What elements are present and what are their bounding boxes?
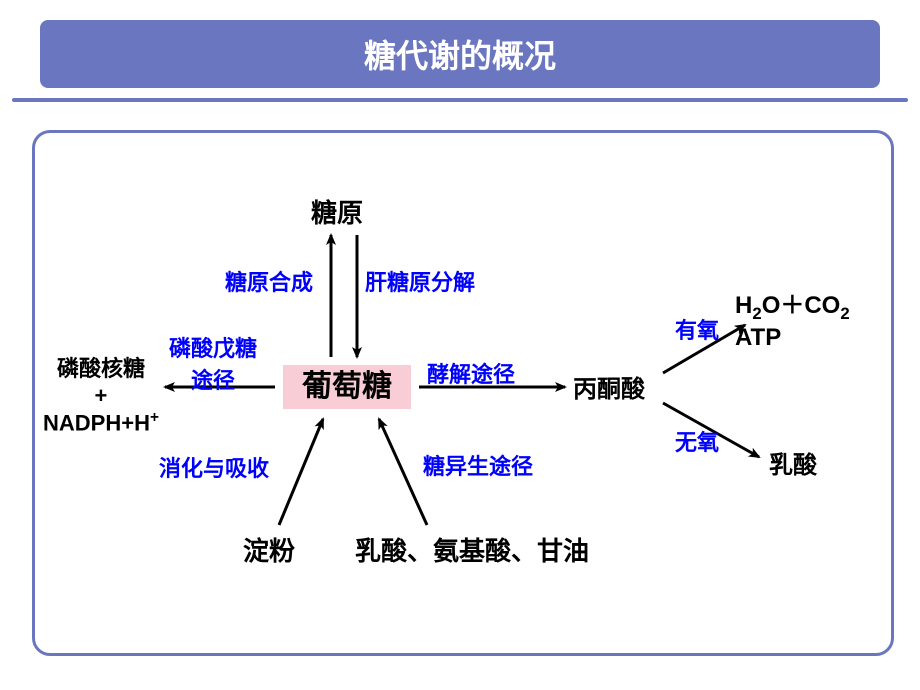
- pathway-ppp: 磷酸戊糖途径: [169, 331, 257, 395]
- node-glycogen: 糖原: [311, 193, 363, 230]
- pathway-glycolysis: 酵解途径: [427, 357, 515, 389]
- title-underline: [12, 98, 908, 102]
- title-bar: 糖代谢的概况: [40, 20, 880, 88]
- node-products: H2O＋CO2ATP: [735, 285, 850, 352]
- pathway-gluconeo: 糖异生途径: [423, 449, 533, 481]
- arrow-gluco_up: [379, 419, 427, 525]
- arrow-starch_up: [279, 419, 323, 525]
- pathway-aerobic: 有氧: [675, 313, 719, 345]
- pathway-anaerobic: 无氧: [675, 425, 719, 457]
- diagram-box: 葡萄糖 糖原磷酸核糖+NADPH+H+ 丙酮酸 H2O＋CO2ATP 乳酸淀粉 乳酸、氨…: [32, 130, 894, 656]
- node-ribose: 磷酸核糖+NADPH+H+: [43, 351, 159, 436]
- arrows-layer: [35, 133, 891, 653]
- pathway-glycogen_synth: 糖原合成: [225, 265, 313, 297]
- slide-title: 糖代谢的概况: [364, 31, 556, 77]
- pathway-digestion: 消化与吸收: [159, 451, 269, 483]
- slide: 糖代谢的概况 葡萄糖 糖原磷酸核糖+NADPH+H+ 丙酮酸 H2O＋CO2ATP 乳…: [0, 0, 920, 690]
- node-glucose: 葡萄糖: [283, 365, 411, 409]
- node-starch: 淀粉: [243, 531, 295, 568]
- node-substrates: 乳酸、氨基酸、甘油: [355, 531, 589, 568]
- node-lactate: 乳酸: [769, 445, 817, 480]
- node-pyruvate: 丙酮酸: [573, 369, 645, 404]
- pathway-glycogen_lysis: 肝糖原分解: [365, 265, 475, 297]
